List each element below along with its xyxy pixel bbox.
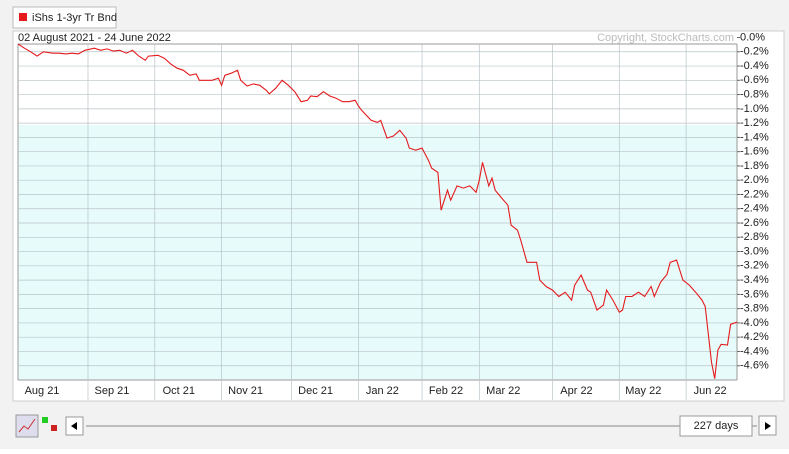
chart-type-button[interactable] (15, 414, 39, 438)
x-tick-label: Oct 21 (163, 385, 195, 397)
arrow (71, 422, 77, 430)
y-tick-label: -1.4% (740, 131, 769, 143)
y-tick-label: -0.4% (740, 60, 769, 72)
chart-subtitle: 02 August 2021 - 24 June 2022 (18, 32, 171, 44)
x-tick-label: Apr 22 (560, 385, 592, 397)
range-label: 227 days (694, 420, 739, 432)
x-tick-label: Feb 22 (429, 385, 463, 397)
y-tick-label: -3.0% (740, 245, 769, 257)
icon (18, 418, 36, 433)
y-tick-label: -4.6% (740, 360, 769, 372)
y-tick-label: -2.6% (740, 217, 769, 229)
x-tick-label: Jun 22 (694, 385, 727, 397)
y-tick-label: -4.4% (740, 345, 769, 357)
y-tick-label: -1.2% (740, 117, 769, 129)
y-tick-label: -0.8% (740, 88, 769, 100)
y-tick-label: -3.4% (740, 274, 769, 286)
y-tick-label: -2.4% (740, 203, 769, 215)
y-tick-label: -0.2% (740, 46, 769, 58)
y-tick-label: -3.2% (740, 260, 769, 272)
y-tick-label: -1.0% (740, 103, 769, 115)
y-tick-label: -2.0% (740, 174, 769, 186)
y-tick-label: -0.6% (740, 74, 769, 86)
y-tick-label: -1.8% (740, 160, 769, 172)
y-tick-label: -2.2% (740, 188, 769, 200)
x-tick-label: Mar 22 (486, 385, 520, 397)
x-tick-label: Nov 21 (228, 385, 263, 397)
range-box[interactable] (679, 415, 753, 437)
y-tick-label: -2.8% (740, 231, 769, 243)
x-tick-label: Jan 22 (366, 385, 399, 397)
y-tick-label: -1.6% (740, 146, 769, 158)
legend-tab[interactable] (12, 6, 117, 29)
y-tick-label: -4.2% (740, 331, 769, 343)
x-tick-label: Aug 21 (25, 385, 60, 397)
legend-label: iShs 1-3yr Tr Bnd (32, 12, 117, 24)
y-tick-label: -3.8% (740, 303, 769, 315)
icon[interactable] (42, 417, 48, 423)
y-tick-label: -3.6% (740, 288, 769, 300)
x-tick-label: Sep 21 (95, 385, 130, 397)
legend-swatch (19, 13, 27, 21)
y-tick-label: 0.0% (740, 31, 765, 43)
icon[interactable] (51, 425, 57, 431)
plot-shade (18, 125, 737, 380)
copyright: Copyright, StockCharts.com (597, 32, 734, 44)
line (17, 43, 738, 379)
arrow (765, 422, 771, 430)
x-tick-label: May 22 (625, 385, 661, 397)
y-tick-label: -4.0% (740, 317, 769, 329)
x-tick-label: Dec 21 (298, 385, 333, 397)
